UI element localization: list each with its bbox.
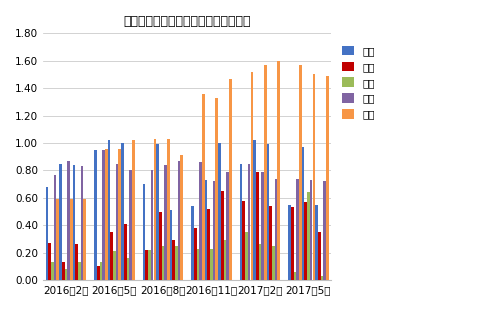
Bar — [213, 181, 216, 280]
Bar — [94, 150, 97, 280]
Bar — [299, 65, 302, 280]
Bar — [148, 250, 151, 280]
Bar — [73, 165, 75, 280]
Bar — [153, 139, 156, 280]
Bar — [310, 180, 312, 280]
Bar — [103, 150, 105, 280]
Bar — [146, 250, 148, 280]
Bar — [312, 74, 315, 280]
Bar — [156, 144, 159, 280]
Bar — [110, 232, 113, 280]
Bar — [194, 228, 196, 280]
Bar — [54, 175, 57, 280]
Bar — [164, 165, 167, 280]
Bar — [159, 212, 161, 280]
Bar — [121, 143, 124, 280]
Bar — [248, 164, 251, 280]
Bar — [62, 262, 65, 280]
Bar — [251, 72, 253, 280]
Bar — [305, 202, 307, 280]
Bar — [221, 191, 224, 280]
Bar — [181, 155, 183, 280]
Bar — [75, 245, 78, 280]
Bar — [210, 249, 213, 280]
Bar — [302, 147, 304, 280]
Bar — [229, 78, 232, 280]
Bar — [277, 61, 280, 280]
Bar — [323, 181, 326, 280]
Bar — [318, 232, 320, 280]
Bar — [253, 140, 256, 280]
Bar — [245, 232, 248, 280]
Bar — [218, 143, 221, 280]
Bar — [202, 94, 205, 280]
Bar — [132, 140, 135, 280]
Bar — [83, 199, 86, 280]
Bar — [143, 184, 145, 280]
Bar — [59, 164, 62, 280]
Bar — [264, 65, 267, 280]
Bar — [256, 172, 259, 280]
Bar — [161, 246, 164, 280]
Bar — [46, 187, 48, 280]
Bar — [113, 251, 116, 280]
Bar — [97, 266, 100, 280]
Bar — [288, 205, 291, 280]
Bar — [262, 172, 264, 280]
Bar — [269, 206, 272, 280]
Bar — [78, 262, 80, 280]
Bar — [70, 199, 73, 280]
Bar — [100, 262, 102, 280]
Bar — [151, 170, 153, 280]
Bar — [167, 139, 170, 280]
Bar — [197, 249, 199, 280]
Bar — [259, 245, 261, 280]
Bar — [175, 246, 178, 280]
Bar — [129, 170, 132, 280]
Bar — [124, 224, 126, 280]
Bar — [207, 209, 210, 280]
Bar — [205, 180, 207, 280]
Bar — [297, 179, 299, 280]
Bar — [178, 161, 181, 280]
Title: 国内主要镍铁生产地区产量（金属量）: 国内主要镍铁生产地区产量（金属量） — [124, 15, 251, 28]
Bar — [272, 246, 275, 280]
Bar — [65, 269, 67, 280]
Bar — [294, 272, 297, 280]
Bar — [172, 240, 175, 280]
Bar — [57, 199, 59, 280]
Bar — [267, 144, 269, 280]
Bar — [126, 258, 129, 280]
Bar — [118, 148, 121, 280]
Bar — [242, 201, 245, 280]
Bar — [116, 164, 118, 280]
Bar — [170, 210, 172, 280]
Bar — [216, 98, 218, 280]
Bar — [315, 205, 318, 280]
Bar — [105, 148, 108, 280]
Bar — [81, 166, 83, 280]
Bar — [51, 262, 54, 280]
Bar — [67, 161, 70, 280]
Legend: 江苏, 内蒙, 辽宁, 山东, 其他: 江苏, 内蒙, 辽宁, 山东, 其他 — [340, 43, 377, 122]
Bar — [199, 162, 202, 280]
Bar — [291, 207, 294, 280]
Bar — [224, 240, 226, 280]
Bar — [326, 76, 329, 280]
Bar — [108, 140, 110, 280]
Bar — [275, 179, 277, 280]
Bar — [320, 276, 323, 280]
Bar — [48, 243, 51, 280]
Bar — [226, 172, 229, 280]
Bar — [240, 164, 242, 280]
Bar — [191, 206, 194, 280]
Bar — [307, 193, 310, 280]
